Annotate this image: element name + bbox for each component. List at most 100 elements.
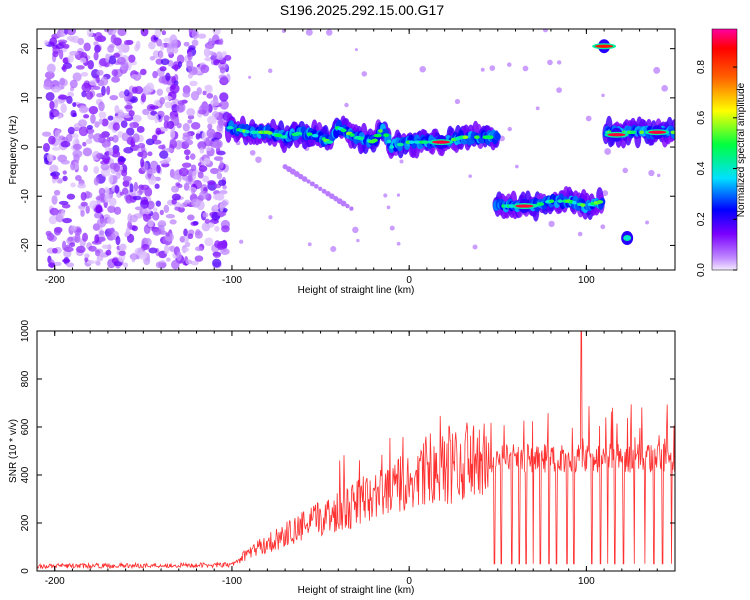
noise-blob: [111, 69, 119, 77]
ridge-peak: [340, 128, 347, 133]
noise-blob: [174, 206, 181, 211]
noise-blob: [177, 173, 182, 183]
noise-speck: [653, 66, 661, 74]
ridge-peak: [378, 129, 383, 133]
y-tick-label: -20: [20, 238, 31, 253]
noise-blob: [129, 183, 134, 193]
noise-blob: [219, 160, 224, 170]
y-tick-label: 20: [20, 43, 31, 55]
noise-blob: [108, 197, 117, 207]
noise-blob: [108, 147, 114, 157]
noise-blob: [62, 217, 72, 224]
noise-blob: [72, 133, 79, 139]
noise-blob: [204, 218, 210, 224]
noise-blob: [48, 215, 58, 225]
snr-y-label: SNR (10 * v/v): [8, 419, 19, 483]
noise-blob: [60, 159, 70, 165]
noise-blob: [179, 235, 185, 243]
blob-core: [432, 140, 451, 144]
noise-speck: [472, 244, 478, 250]
noise-blob: [176, 104, 184, 113]
noise-blob: [212, 252, 221, 258]
noise-blob: [213, 156, 224, 162]
noise-blob: [218, 179, 227, 186]
noise-blob: [65, 262, 75, 268]
noise-blob: [75, 245, 86, 254]
noise-blob: [72, 149, 83, 159]
noise-blob: [142, 211, 151, 222]
noise-blob: [191, 29, 199, 40]
spectrogram-y-label: Frequency (Hz): [8, 116, 19, 185]
noise-speck: [585, 115, 592, 122]
noise-blob: [140, 29, 149, 37]
noise-blob: [94, 121, 100, 128]
faint-streak: [340, 200, 347, 207]
noise-blob: [94, 31, 103, 42]
noise-blob: [105, 249, 112, 256]
noise-blob: [101, 139, 111, 149]
noise-blob: [67, 126, 75, 135]
noise-blob: [60, 140, 71, 148]
ridge-peak: [639, 130, 644, 135]
noise-blob: [204, 237, 214, 247]
noise-blob: [62, 43, 70, 49]
noise-blob: [122, 180, 130, 187]
noise-speck: [661, 84, 668, 92]
x-tick-label: -200: [45, 275, 65, 286]
noise-blob: [124, 105, 133, 110]
noise-speck: [326, 29, 333, 36]
noise-blob: [65, 244, 71, 249]
noise-blob: [199, 190, 209, 200]
noise-blob: [156, 38, 163, 47]
noise-blob: [207, 115, 217, 125]
noise-blob: [62, 175, 68, 182]
noise-blob: [169, 83, 180, 94]
noise-speck: [396, 193, 401, 197]
noise-blob: [187, 214, 195, 221]
noise-blob: [96, 152, 104, 160]
ridge-peak: [571, 200, 577, 205]
noise-blob: [120, 120, 128, 128]
noise-blob: [219, 100, 229, 110]
noise-blob: [121, 132, 129, 142]
noise-blob: [53, 110, 60, 117]
noise-blob: [77, 37, 85, 46]
noise-blob: [108, 174, 114, 184]
noise-blob: [181, 162, 192, 168]
y-tick-label: -10: [20, 189, 31, 204]
noise-blob: [217, 211, 227, 217]
noise-blob: [100, 168, 111, 177]
noise-blob: [145, 138, 155, 146]
noise-blob: [51, 86, 61, 93]
noise-blob: [151, 134, 158, 141]
noise-blob: [62, 64, 67, 73]
noise-blob: [118, 157, 127, 163]
noise-blob: [131, 114, 142, 123]
ridge-peak: [356, 136, 365, 141]
noise-blob: [158, 220, 166, 226]
noise-speck: [556, 60, 562, 65]
ridge-peak: [311, 133, 319, 138]
noise-blob: [159, 97, 166, 105]
ridge-peak: [596, 200, 604, 204]
noise-speck: [622, 167, 628, 174]
noise-blob: [48, 135, 56, 145]
noise-blob: [165, 232, 170, 237]
ridge-peak: [670, 130, 675, 135]
noise-blob: [93, 212, 103, 219]
noise-blob: [153, 99, 161, 108]
noise-blob: [163, 204, 170, 213]
noise-blob: [191, 198, 201, 208]
faint-streak: [309, 181, 315, 187]
noise-blob: [78, 119, 88, 127]
noise-blob: [115, 235, 121, 246]
noise-blob: [158, 51, 164, 59]
spectrogram-marks: [41, 29, 675, 270]
noise-speck: [656, 173, 661, 178]
noise-blob: [118, 43, 124, 53]
noise-blob: [171, 185, 180, 193]
ridge-peak: [462, 135, 469, 140]
noise-blob: [114, 104, 120, 114]
noise-blob: [44, 71, 55, 80]
